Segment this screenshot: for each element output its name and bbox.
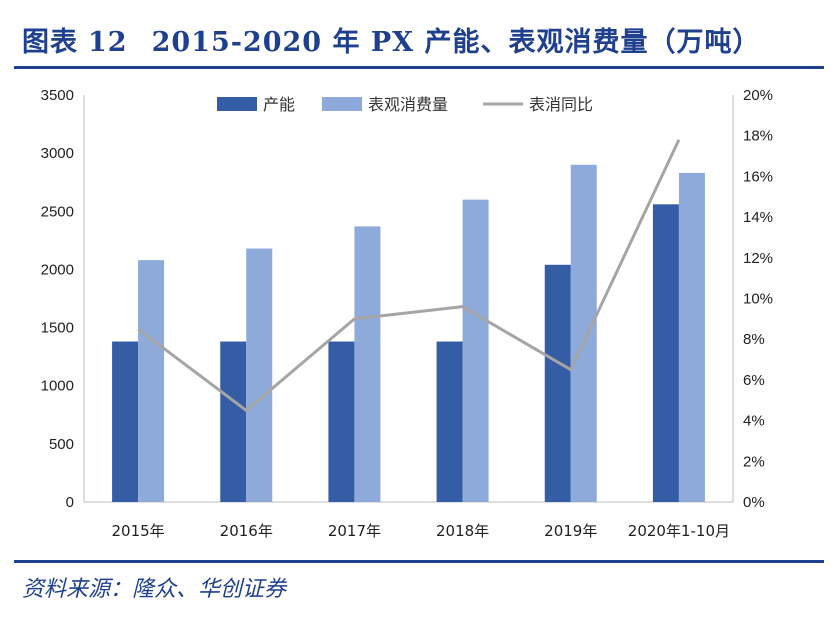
yoy-polyline [137,139,681,412]
bar-consumption [678,172,705,502]
figure-title: 2015-2020 年 PX 产能、表观消费量（万吨） [151,27,761,58]
bar-capacity [436,341,463,502]
category-label: 2016年 [220,522,273,540]
legend-label-yoy: 表消同比 [529,95,593,114]
bar-consumption [570,164,597,502]
right-tick-label: 0% [743,494,765,511]
left-tick-label: 3500 [41,87,74,104]
right-tick-label: 16% [743,168,773,185]
left-tick-label: 0 [66,494,74,511]
category-label: 2015年 [111,522,164,540]
left-tick-label: 3000 [41,145,74,162]
bar-capacity [220,341,247,502]
category-label: 2017年 [328,522,381,540]
right-tick-label: 8% [743,331,765,348]
bar-capacity [112,341,139,502]
right-tick-label: 6% [743,372,765,389]
legend: 产能 表观消费量 表消同比 [217,95,593,114]
figure-label: 图表 [22,27,78,58]
right-tick-label: 2% [743,453,765,470]
chart-title: 图表 12 2015-2020 年 PX 产能、表观消费量（万吨） [22,20,822,59]
footer-divider [14,560,824,563]
right-tick-label: 10% [743,291,773,308]
left-tick-label: 2000 [41,261,74,278]
left-tick-label: 1000 [41,378,74,395]
left-tick-label: 1500 [41,320,74,337]
left-tick-label: 500 [49,436,74,453]
yoy-line [137,139,681,412]
right-tick-label: 20% [743,87,773,104]
bar-capacity [544,264,571,502]
figure-number: 12 [88,27,128,58]
bar-consumption [138,260,165,502]
category-label: 2019年 [544,522,597,540]
bar-consumption [246,248,273,502]
legend-swatch-consumption [322,97,362,111]
category-label: 2018年 [436,522,489,540]
source-note: 资料来源：隆众、华创证券 [22,577,287,602]
bar-capacity [652,204,679,502]
right-tick-label: 14% [743,209,773,226]
legend-label-consumption: 表观消费量 [368,95,448,114]
left-tick-label: 2500 [41,203,74,220]
legend-swatch-capacity [217,97,257,111]
bar-capacity [328,341,355,502]
right-tick-label: 18% [743,128,773,145]
axes: 0 500 1000 1500 2000 2500 3000 3500 0% 2% 4% 6% 8% 10… [41,87,773,540]
legend-label-capacity: 产能 [263,95,295,114]
right-tick-label: 4% [743,413,765,430]
title-divider [14,66,824,69]
bar-consumption [462,199,489,502]
bar-consumption [354,226,381,502]
right-tick-label: 12% [743,250,773,267]
bars [112,164,705,502]
category-label: 2020年1-10月 [628,522,730,540]
